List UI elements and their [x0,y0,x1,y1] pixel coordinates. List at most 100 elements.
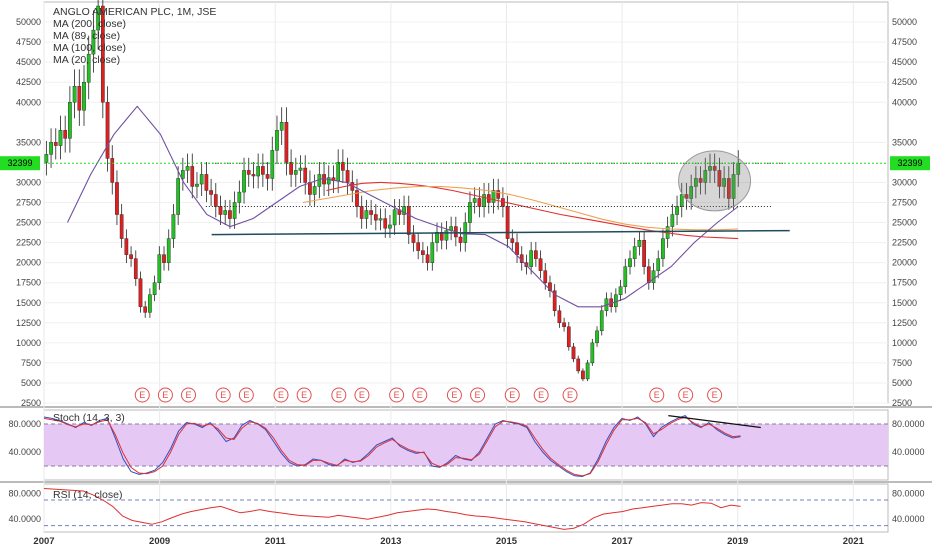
earnings-marker: E [678,387,694,403]
rsi-legend: RSI (14, close) [53,489,123,501]
candle-body [661,238,665,259]
candle-body [472,198,477,203]
x-tick-label: 2019 [727,536,748,547]
y-tick-label-left: 15000 [16,298,41,308]
candle-body [359,206,364,219]
candle-body [722,178,726,187]
earnings-label: E [139,390,145,400]
candle-body [105,102,110,159]
candle [185,153,190,184]
candle-body [731,174,736,199]
candle-body [552,290,557,311]
earnings-label: E [712,390,718,400]
candle-body [482,194,486,207]
candle [614,288,618,313]
candle [496,178,501,210]
y-tick-label-left: 20000 [16,258,41,268]
candle [557,305,562,328]
candle [712,153,717,184]
last-price-label-left: 32399 [7,158,32,168]
ma-line [326,181,739,240]
candle-body [256,166,261,177]
y-tick-label-right: 40000 [892,97,917,107]
candle-body [171,214,176,239]
y-tick-label-right: 2500 [892,398,912,408]
candle [44,140,49,176]
candle [261,153,265,187]
candle [472,187,477,214]
candle [646,258,651,290]
candle [548,275,552,298]
ma-line [67,105,739,308]
earnings-marker: E [504,387,520,403]
y-tick-label-right: 42500 [892,77,917,87]
candle-body [72,86,77,103]
candle-body [571,346,576,360]
candle-body [209,190,213,195]
earnings-label: E [538,390,544,400]
candle-body [124,238,129,255]
candle [566,321,571,351]
candle-body [675,206,679,215]
candle [373,204,378,231]
candle-body [736,163,741,175]
candle-body [416,242,421,251]
candle [115,170,119,225]
candle [378,208,383,231]
candle-body [223,210,228,215]
candle-body [468,202,472,223]
candle [251,161,256,189]
earnings-circle [181,387,197,403]
earnings-circle [446,387,462,403]
candle [722,166,726,199]
candle [675,195,679,225]
candle [246,157,251,187]
earnings-label: E [417,390,423,400]
candle [515,233,519,264]
candle [590,338,595,366]
candle [708,153,712,184]
candle-body [312,186,317,195]
earnings-circle [389,387,405,403]
candle-body [261,166,265,175]
candle [82,65,86,126]
candle-body [378,218,383,221]
candle-body [562,322,566,328]
x-tick-label: 2009 [149,536,170,547]
candle-body [684,194,689,199]
candle-body [599,310,604,332]
earnings-marker: E [354,387,370,403]
candle [345,157,350,195]
earnings-label: E [336,390,342,400]
y-tick-label-right: 17500 [892,278,917,288]
candle-body [232,202,237,219]
candle [223,199,228,225]
candle [265,161,270,191]
earnings-circle [134,387,150,403]
candle [138,271,143,313]
earnings-label: E [683,390,689,400]
candle [491,178,496,214]
candle [632,237,637,267]
candle-body [595,330,599,344]
candle-body [331,177,336,182]
earnings-circle [331,387,347,403]
candle-body [566,326,571,348]
candle-body [425,254,430,263]
candle [698,166,703,195]
candle-body [82,81,86,111]
candle-body [228,210,232,219]
y-tick-label-right: 47500 [892,37,917,47]
candle-body [275,130,279,151]
candle [416,233,421,260]
candle [435,222,439,252]
candle [86,35,91,100]
y-tick-label-left: 30000 [16,177,41,187]
candle-body [218,206,223,215]
earnings-label: E [220,390,226,400]
y-tick-label-right: 35000 [892,137,917,147]
y-tick-label-right: 45000 [892,57,917,67]
earnings-label: E [278,390,284,400]
candle-body [642,239,646,267]
candle [581,368,585,382]
